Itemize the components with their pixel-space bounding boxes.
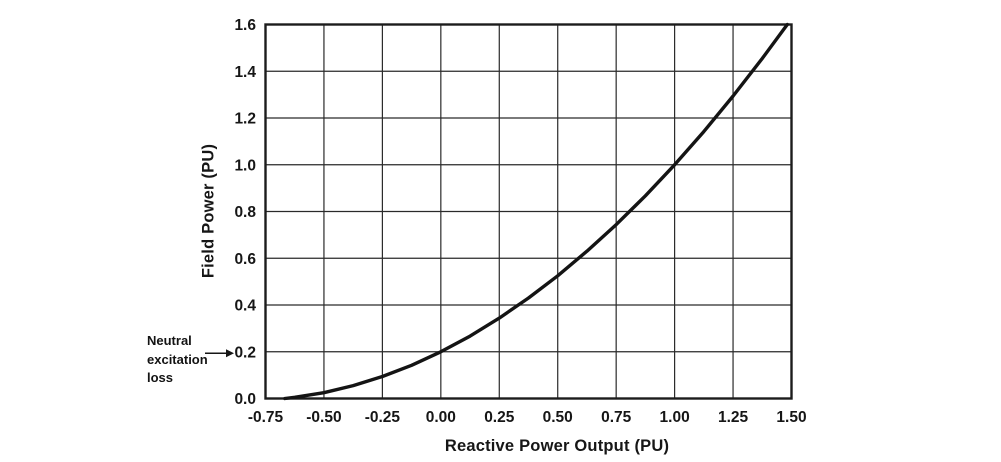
y-tick-label-5: 1.0 xyxy=(234,157,256,174)
x-tick-label-7: 1.00 xyxy=(660,409,690,426)
x-tick-label-5: 0.50 xyxy=(543,409,573,426)
y-axis-title: Field Power (PU) xyxy=(199,143,218,279)
field-power-curve xyxy=(283,22,789,401)
x-tick-label-3: 0.00 xyxy=(426,409,456,426)
x-axis-title: Reactive Power Output (PU) xyxy=(444,437,670,455)
y-tick-label-1: 0.2 xyxy=(234,344,256,361)
y-tick-label-8: 1.6 xyxy=(234,17,256,34)
y-tick-label-0: 0.0 xyxy=(234,391,256,408)
y-tick-label-6: 1.2 xyxy=(234,111,256,128)
annotation-line-1: Neutral xyxy=(147,333,192,348)
x-tick-label-1: -0.50 xyxy=(306,409,341,426)
annotation-arrow-head-icon xyxy=(226,349,234,358)
x-tick-label-0: -0.75 xyxy=(248,409,284,426)
x-tick-label-2: -0.25 xyxy=(365,409,401,426)
annotation-line-3: loss xyxy=(147,370,174,385)
plot-border xyxy=(264,23,793,400)
y-tick-label-2: 0.4 xyxy=(234,298,256,315)
x-tick-label-6: 0.75 xyxy=(601,409,632,426)
x-tick-label-4: 0.25 xyxy=(484,409,515,426)
annotation-line-2: excitation xyxy=(147,351,208,367)
neutral-excitation-loss-annotation: Neutral excitation loss xyxy=(147,332,208,388)
y-tick-label-4: 0.8 xyxy=(234,204,256,221)
x-tick-label-9: 1.50 xyxy=(776,409,806,426)
y-tick-label-3: 0.6 xyxy=(234,251,256,268)
y-tick-label-7: 1.4 xyxy=(234,64,256,81)
x-tick-label-8: 1.25 xyxy=(718,409,749,426)
